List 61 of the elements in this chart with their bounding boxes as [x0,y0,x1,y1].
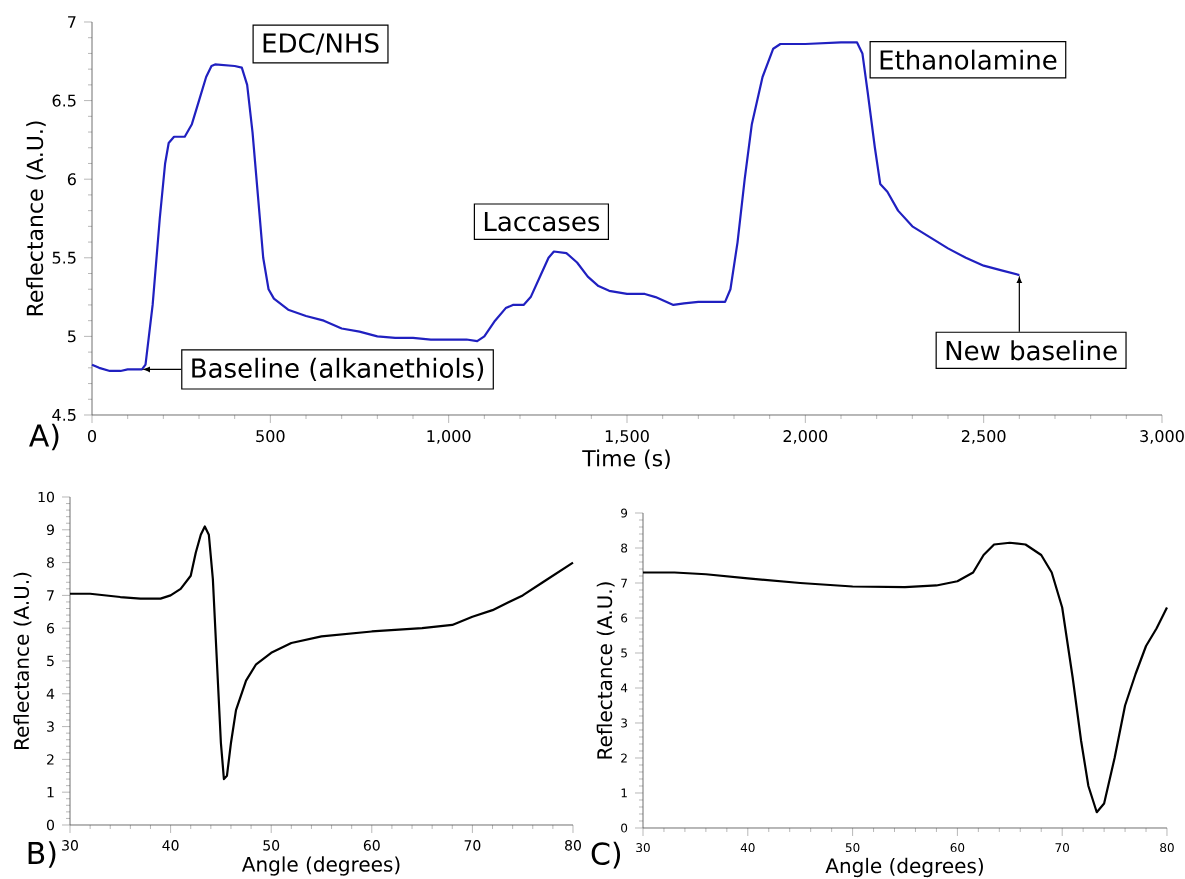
y-tick-label: 3 [47,721,54,732]
y-tick-label: 1 [47,787,54,798]
x-tick-label: 60 [950,843,965,853]
text: C) [591,841,621,869]
annotation: Laccases [484,211,600,232]
x-tick-label: 60 [363,840,380,851]
annotation: New baseline [946,340,1117,361]
y-tick-label: 7 [68,16,76,28]
x-axis-title: Angle (degrees) [241,856,400,876]
y-tick-label: 1 [621,788,627,798]
x-tick-label: 50 [263,840,280,851]
annotation: Ethanolamine [880,49,1057,70]
x-tick-label: 40 [740,843,755,853]
y-tick-label: 4 [46,688,55,699]
y-tick-label: 9 [621,508,628,518]
x-tick-label: 2,000 [783,430,828,444]
x-axis-title: Angle (degrees) [825,857,983,878]
y-tick-label: 10 [38,491,54,503]
text: A) [29,423,59,451]
y-tick-label: 5 [621,648,627,658]
y-tick-label: 2 [621,753,627,763]
y-tick-label: 6 [47,622,55,634]
x-tick-label: 2,500 [961,430,1006,444]
x-tick-label: 80 [1160,843,1174,853]
x-tick-label: 1,500 [605,430,649,444]
y-tick-label: 0 [46,819,54,831]
x-tick-label: 30 [636,843,650,853]
x-tick-label: 30 [62,840,78,851]
x-tick-label: 80 [565,840,581,851]
y-tick-label: 6 [621,613,628,623]
y-tick-label: 2 [47,754,54,765]
x-tick-label: 500 [256,430,285,443]
x-tick-label: 70 [464,840,481,851]
y-tick-label: 8 [46,557,54,568]
y-tick-label: 9 [46,524,54,536]
y-tick-label: 6.5 [52,94,76,107]
x-tick-label: 40 [162,840,179,851]
annotation: EDC/NHS [263,33,379,55]
y-axis-title: Reflectance (A.U.) [26,121,46,316]
y-tick-label: 8 [621,543,628,553]
x-tick-label: 50 [845,843,860,853]
y-tick-label: 3 [621,718,627,728]
y-tick-label: 5 [47,655,54,667]
y-tick-label: 4 [620,683,628,693]
text: B) [28,841,56,868]
annotation: Baseline (alkanethiols) [192,357,484,381]
y-tick-label: 7 [621,578,627,588]
y-tick-label: 5.5 [52,251,76,264]
y-tick-label: 6 [67,173,76,186]
x-tick-label: 70 [1055,843,1070,853]
y-tick-label: 7 [47,590,54,601]
x-tick-label: 0 [87,430,97,443]
y-axis-title: Reflectance (A.U.) [13,572,32,749]
y-tick-label: 5 [67,330,76,343]
y-tick-label: 0 [621,823,628,833]
line-series [641,541,1169,814]
x-tick-label: 1,000 [427,430,471,444]
x-axis-title: Time (s) [582,449,670,470]
y-axis-title: Reflectance (A.U.) [596,582,615,759]
x-tick-label: 3,000 [1140,430,1184,444]
y-tick-label: 4.5 [52,409,76,421]
